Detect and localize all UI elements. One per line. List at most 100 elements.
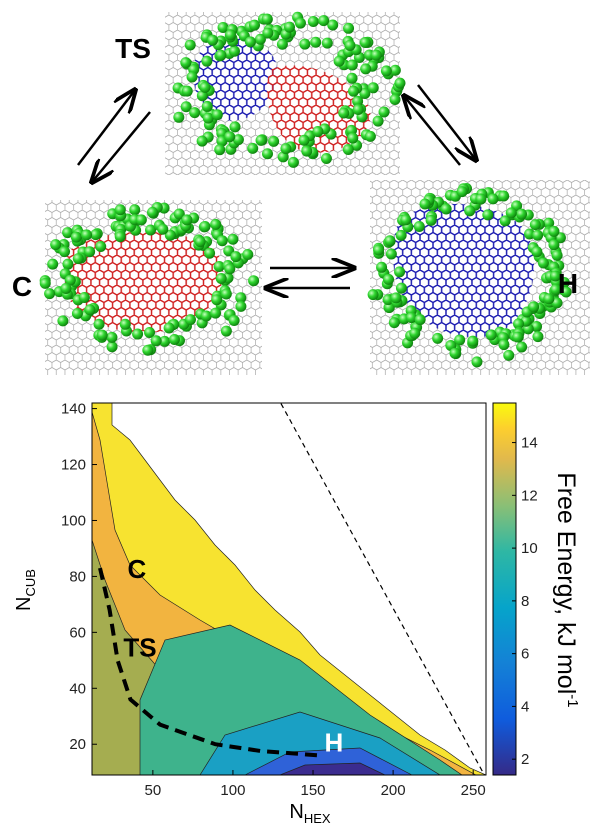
atom: [312, 126, 324, 138]
colorbar-tick-label: 10: [521, 540, 538, 557]
atom: [367, 82, 379, 94]
atom: [216, 235, 228, 247]
atom: [199, 81, 211, 93]
atom: [132, 328, 144, 340]
atom: [359, 37, 371, 49]
c-cub-region: [65, 231, 223, 333]
atom: [95, 240, 107, 252]
arrow: [77, 90, 135, 166]
atom: [254, 33, 266, 45]
atom: [499, 215, 511, 227]
y-tick-label: 120: [61, 457, 86, 474]
atom: [359, 87, 371, 99]
atoms: [39, 11, 572, 368]
colorbar-label-main: Free Energy, kJ mol: [552, 472, 580, 694]
atom: [78, 292, 90, 304]
atom: [196, 90, 208, 102]
atom: [214, 144, 226, 156]
atom: [184, 39, 196, 51]
atom: [390, 292, 402, 304]
limit-line: [280, 403, 485, 775]
atom: [224, 263, 236, 275]
atom: [475, 193, 487, 205]
atom: [338, 107, 350, 119]
atom: [204, 247, 216, 259]
atom: [230, 251, 242, 263]
ts-hex-region: [193, 37, 278, 121]
atom: [145, 224, 157, 236]
y-label-main: N: [13, 597, 35, 611]
atom: [210, 307, 222, 319]
atom: [119, 318, 131, 330]
atom: [389, 64, 401, 76]
atom: [482, 209, 494, 221]
atom: [464, 205, 476, 217]
atom: [512, 331, 524, 343]
y-tick-label: 20: [69, 736, 86, 753]
atom: [352, 103, 364, 115]
atom: [142, 344, 154, 356]
atom: [196, 135, 208, 147]
arrow: [92, 111, 151, 182]
atom: [220, 288, 232, 300]
x-tick-label: 50: [145, 782, 162, 799]
atom: [232, 134, 244, 146]
atom: [62, 258, 74, 270]
atom: [388, 317, 400, 329]
atom: [425, 214, 437, 226]
y-tick-label: 60: [69, 624, 86, 641]
atom: [201, 100, 213, 112]
y-tick-label: 80: [69, 568, 86, 585]
y-tick-label: 140: [61, 401, 86, 418]
atom: [106, 331, 118, 343]
atom: [294, 17, 306, 29]
atom: [168, 333, 180, 345]
x-tick-label: 100: [220, 782, 245, 799]
atom: [228, 315, 240, 327]
atom: [485, 329, 497, 341]
contour-level: [139, 624, 463, 775]
atom: [310, 36, 322, 48]
atom: [532, 331, 544, 343]
atom: [84, 246, 96, 258]
atom: [352, 95, 364, 107]
atom: [202, 112, 214, 124]
atom: [150, 335, 162, 347]
atom: [207, 34, 219, 46]
atom: [298, 134, 310, 146]
atom: [449, 347, 461, 359]
atom: [159, 335, 171, 347]
atom: [96, 329, 108, 341]
atom: [348, 85, 360, 97]
atom: [395, 282, 407, 294]
atom: [215, 49, 227, 61]
atom: [516, 341, 528, 353]
atom: [62, 227, 74, 239]
atom: [498, 339, 510, 351]
atom: [551, 249, 563, 261]
atom: [301, 145, 313, 157]
atom: [550, 284, 562, 296]
atom: [181, 85, 193, 97]
colorbar-tick-label: 14: [521, 435, 538, 452]
atom: [57, 315, 69, 327]
contour-level: [279, 762, 386, 775]
y-axis-label: NCUB: [13, 569, 38, 611]
atom: [320, 153, 332, 165]
atom: [235, 300, 247, 312]
atom: [432, 332, 444, 344]
atom: [394, 266, 406, 278]
atom: [532, 229, 544, 241]
atom: [414, 314, 426, 326]
atom: [551, 297, 563, 309]
atom: [344, 39, 356, 51]
atom: [560, 286, 572, 298]
annotation: H: [324, 727, 343, 757]
atom: [235, 292, 247, 304]
atom: [370, 49, 382, 61]
atom: [543, 293, 555, 305]
atom: [549, 270, 561, 282]
atom: [261, 148, 273, 160]
atom: [531, 246, 543, 258]
atom: [346, 59, 358, 71]
